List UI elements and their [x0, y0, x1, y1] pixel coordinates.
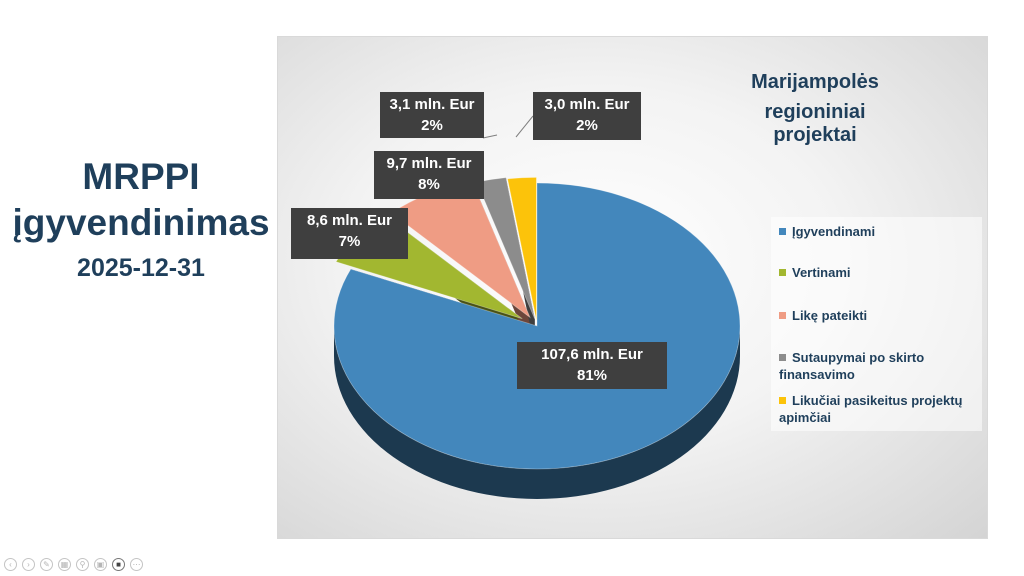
legend-label: Įgyvendinami	[792, 224, 876, 239]
legend-swatch	[779, 312, 786, 319]
previous-icon[interactable]: ‹	[4, 558, 17, 571]
legend-item-like-pateikti: Likę pateikti	[779, 307, 867, 324]
zoom-icon[interactable]: ⚲	[76, 558, 89, 571]
slice-percent-label: 2%	[576, 117, 598, 134]
camera-icon[interactable]: ■	[112, 558, 125, 571]
slice-label-igyvendinami: 107,6 mln. Eur 81%	[517, 342, 667, 389]
slide-title-date: 2025-12-31	[77, 254, 205, 282]
legend-item-likuciai: Likučiai pasikeitus projektų apimčiai	[779, 392, 979, 426]
slides-icon[interactable]: ▦	[58, 558, 71, 571]
pie-slice	[333, 182, 741, 470]
legend-label: Sutaupymai po skirto finansavimo	[779, 350, 925, 382]
legend-swatch	[779, 354, 786, 361]
chart-title-line-1: Marijampolės	[751, 71, 879, 93]
legend-swatch	[779, 397, 786, 404]
legend-item-sutaupymai: Sutaupymai po skirto finansavimo	[779, 349, 969, 383]
slice-label-vertinami: 8,6 mln. Eur 7%	[291, 208, 408, 259]
subtitles-icon[interactable]: ▣	[94, 558, 107, 571]
pen-icon[interactable]: ✎	[40, 558, 53, 571]
slice-label-likuciai: 3,0 mln. Eur 2%	[533, 92, 641, 140]
slice-label-sutaupymai: 3,1 mln. Eur 2%	[380, 92, 484, 138]
slice-value-label: 107,6 mln. Eur	[541, 346, 643, 363]
slice-value-label: 9,7 mln. Eur	[386, 155, 472, 172]
slice-percent-label: 8%	[418, 176, 440, 193]
legend-swatch	[779, 228, 786, 235]
legend-label: Vertinami	[792, 265, 851, 280]
leader-line	[515, 115, 534, 138]
chart-title-line-2: regioniniai projektai	[764, 101, 866, 146]
leader-line	[482, 134, 498, 139]
slice-percent-label: 2%	[421, 117, 443, 134]
slice-side	[334, 326, 740, 499]
slice-value-label: 3,0 mln. Eur	[544, 96, 630, 113]
legend-item-vertinami: Vertinami	[779, 264, 851, 281]
slide-title-line-2: įgyvendinimas	[12, 202, 270, 243]
slice-label-like-pateikti: 9,7 mln. Eur 8%	[374, 151, 484, 199]
legend-swatch	[779, 269, 786, 276]
next-icon[interactable]: ›	[22, 558, 35, 571]
pie-slice	[507, 176, 537, 321]
legend-item-igyvendinami: Įgyvendinami	[779, 223, 875, 240]
slice-percent-label: 7%	[338, 233, 361, 250]
slice-percent-label: 81%	[576, 367, 608, 384]
slice-value-label: 3,1 mln. Eur	[389, 96, 475, 113]
legend-label: Likučiai pasikeitus projektų apimčiai	[779, 393, 963, 425]
legend-label: Likę pateikti	[792, 308, 868, 323]
slide-title-line-1: MRPPI	[82, 156, 200, 197]
slice-value-label: 8,6 mln. Eur	[306, 212, 393, 229]
more-icon[interactable]: ⋯	[130, 558, 143, 571]
chart-legend: Įgyvendinami Vertinami Likę pateikti Sut…	[771, 217, 982, 431]
